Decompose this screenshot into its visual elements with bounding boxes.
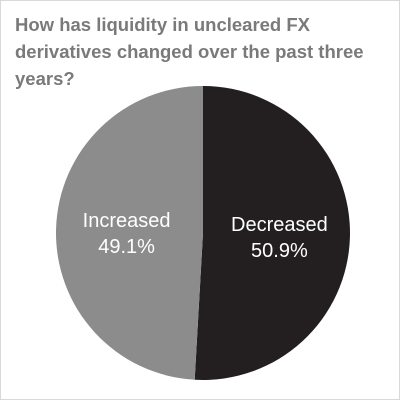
pie-slice-decreased [194, 86, 351, 380]
slice-label-increased: Increased [83, 210, 171, 232]
slice-value-decreased: 50.9% [251, 240, 308, 262]
pie-slice-increased [56, 86, 203, 380]
chart-title: How has liquidity in uncleared FX deriva… [15, 14, 364, 89]
slice-label-decreased: Decreased [231, 214, 328, 236]
slice-value-increased: 49.1% [98, 236, 155, 258]
